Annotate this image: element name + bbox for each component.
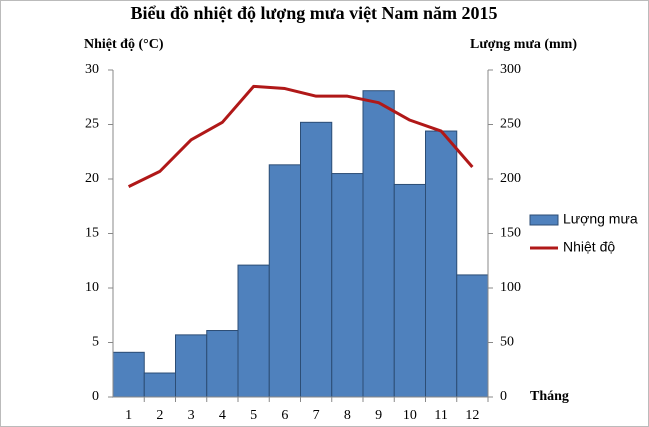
x-tick-label: 3 (188, 408, 195, 423)
x-tick-label: 12 (465, 408, 479, 423)
legend-label: Lượng mưa (563, 211, 638, 227)
bar (393, 183, 426, 398)
x-tick-label: 10 (403, 408, 417, 423)
y2-tick-label: 300 (500, 62, 521, 77)
chart-title: Biểu đồ nhiệt độ lượng mưa việt Nam năm … (130, 3, 497, 23)
bar (206, 330, 239, 398)
y-tick-label: 15 (85, 226, 99, 241)
x-tick-label: 9 (375, 408, 382, 423)
bar (300, 121, 333, 398)
line (127, 84, 474, 188)
y2-tick-label: 50 (500, 335, 514, 350)
y-tick-label: 20 (85, 171, 99, 186)
x-tick-label: 11 (434, 408, 447, 423)
y2-axis-label: Lượng mưa (mm) (470, 37, 577, 52)
bar (362, 90, 395, 398)
x-tick-label: 5 (250, 408, 257, 423)
x-tick-label: 1 (125, 408, 132, 423)
x-tick-label: 4 (219, 408, 226, 423)
bar (456, 274, 489, 398)
x-tick-label: 7 (313, 408, 320, 423)
x-axis-label: Tháng (530, 389, 569, 404)
bar (175, 334, 208, 398)
y2-tick-label: 250 (500, 117, 521, 132)
bar (143, 372, 176, 398)
y-tick-label: 5 (92, 335, 99, 350)
y-tick-label: 25 (85, 117, 99, 132)
y2-tick-label: 150 (500, 226, 521, 241)
y-axis-label: Nhiệt độ (°C) (84, 37, 164, 52)
bar (112, 351, 145, 398)
y-tick-label: 10 (85, 280, 99, 295)
y-tick-label: 30 (85, 62, 99, 77)
bar (425, 130, 458, 398)
x-tick-label: 6 (281, 408, 288, 423)
bar (237, 264, 270, 398)
x-tick-label: 8 (344, 408, 351, 423)
legend-swatch (529, 214, 559, 226)
bar (331, 173, 364, 398)
legend-label: Nhiệt độ (563, 239, 615, 255)
bar (268, 164, 301, 398)
x-tick-label: 2 (156, 408, 163, 423)
y-tick-label: 0 (92, 389, 99, 404)
y2-tick-label: 100 (500, 280, 521, 295)
y2-tick-label: 200 (500, 171, 521, 186)
y2-tick-label: 0 (500, 389, 507, 404)
